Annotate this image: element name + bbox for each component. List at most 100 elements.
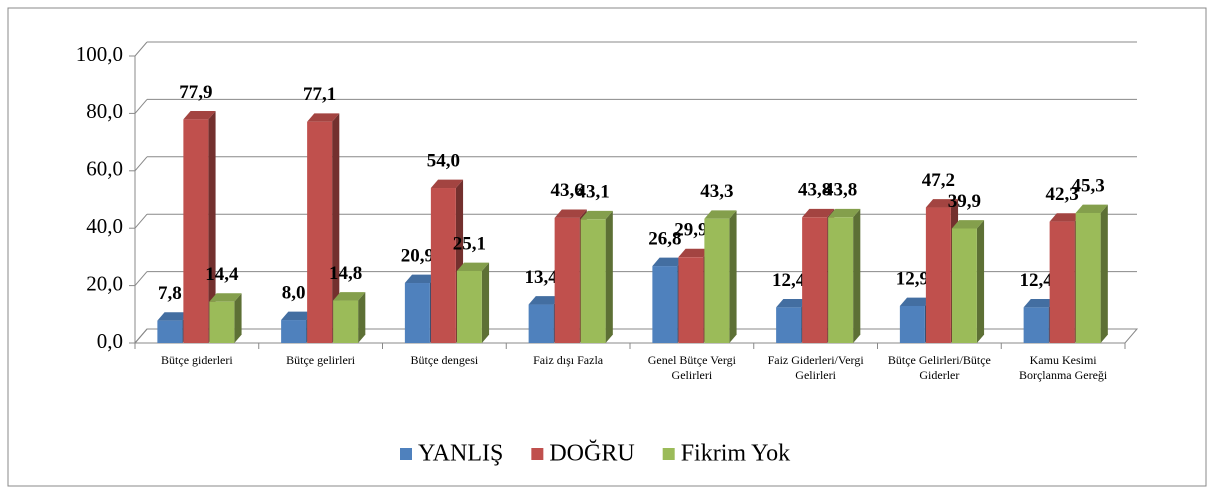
value-label: 43,8 (824, 180, 857, 201)
y-tick-label: 40,0 (86, 214, 123, 238)
value-label: 13,4 (525, 267, 559, 288)
y-tick-label: 100,0 (76, 42, 123, 66)
bar (209, 301, 235, 343)
bar-top (1049, 213, 1082, 222)
bar (580, 219, 606, 343)
bar (554, 217, 580, 343)
bar-top (802, 208, 835, 218)
value-label: 26,8 (648, 228, 681, 249)
bar (183, 119, 209, 343)
value-label: 43,3 (700, 181, 733, 202)
x-tick-label: Bütçe dengesi (410, 353, 479, 367)
bar (404, 283, 430, 343)
bar-top (430, 179, 464, 189)
value-label: 7,8 (158, 283, 182, 304)
bar-side (234, 293, 242, 343)
legend-swatch (662, 448, 675, 460)
grid-line-side (134, 328, 148, 344)
bar-side (1100, 204, 1108, 343)
legend-label: YANLIŞ (418, 441, 503, 467)
bar-side (605, 210, 613, 343)
x-tick-label: Kamu Kesimi Borçlanma Gereği (1018, 353, 1108, 382)
grid-line-side (134, 271, 148, 286)
value-label: 77,9 (179, 82, 212, 103)
value-label: 12,4 (1020, 270, 1054, 291)
bar (1075, 212, 1101, 343)
value-label: 12,9 (896, 268, 929, 289)
value-label: 25,1 (453, 233, 486, 254)
value-label: 43,6 (551, 180, 584, 201)
bar (899, 305, 925, 343)
value-label: 12,4 (772, 270, 806, 291)
grid-line-side (134, 99, 148, 114)
bar (704, 218, 730, 343)
x-tick-label: Faiz dışı Fazla (533, 353, 604, 367)
bar-top (951, 220, 985, 229)
bar-top (183, 111, 216, 120)
bar (925, 207, 951, 343)
bar-top (704, 210, 737, 219)
bar (828, 217, 854, 343)
bar-top (678, 248, 711, 258)
y-tick-label: 20,0 (86, 271, 123, 295)
bar (528, 304, 554, 343)
bar (802, 217, 828, 343)
value-label: 29,9 (674, 220, 707, 241)
bar (652, 266, 678, 343)
y-tick-label: 60,0 (86, 157, 123, 181)
value-label: 45,3 (1072, 175, 1105, 196)
bar (333, 300, 359, 343)
x-tick-label: Bütçe giderleri (161, 353, 233, 367)
grid-line-side (134, 41, 148, 57)
bar (951, 228, 977, 343)
bar-top (281, 311, 314, 321)
y-tick-label: 80,0 (86, 99, 123, 123)
bar (776, 307, 802, 343)
grid-line-side (134, 213, 148, 229)
bar-side (208, 111, 216, 343)
bar-top (209, 293, 242, 302)
value-label: 14,4 (205, 264, 239, 285)
bar-top (580, 210, 613, 220)
bar-side (481, 262, 490, 343)
bar-top (652, 257, 685, 267)
bar-side (729, 210, 737, 343)
value-label: 42,3 (1046, 184, 1079, 205)
value-label: 77,1 (303, 84, 336, 105)
bar (281, 320, 307, 343)
bar (1049, 221, 1075, 343)
bar-side (358, 292, 366, 343)
value-label: 14,8 (329, 263, 362, 284)
bar-side (853, 208, 861, 343)
bar (430, 188, 456, 343)
legend-swatch (531, 448, 544, 460)
value-label: 8,0 (282, 282, 306, 303)
value-label: 47,2 (922, 170, 955, 191)
bar-top (925, 199, 959, 208)
value-label: 39,9 (948, 191, 981, 212)
x-tick-label: Faiz Giderleri/Vergi Gelirleri (767, 353, 864, 382)
bar-top (456, 262, 490, 271)
bar-top (528, 296, 561, 305)
bar (456, 270, 482, 343)
value-label: 43,1 (577, 182, 610, 203)
value-label: 20,9 (401, 245, 434, 266)
bar (157, 320, 183, 343)
bar-top (333, 292, 366, 301)
bar-side (332, 113, 340, 343)
bar-top (1023, 299, 1056, 308)
x-tick-label: Bütçe Gelirleri/Bütçe Giderler (887, 353, 991, 382)
bar (678, 257, 704, 343)
bar-top (157, 312, 190, 321)
legend-label: Fikrim Yok (681, 441, 790, 467)
bar (307, 121, 333, 344)
bar-top (828, 208, 861, 218)
grid-line-side (134, 156, 148, 172)
bar-top (307, 113, 340, 122)
bar-side (976, 220, 985, 343)
value-label: 54,0 (427, 150, 460, 171)
bar-top (554, 209, 587, 218)
legend-swatch (400, 448, 412, 460)
